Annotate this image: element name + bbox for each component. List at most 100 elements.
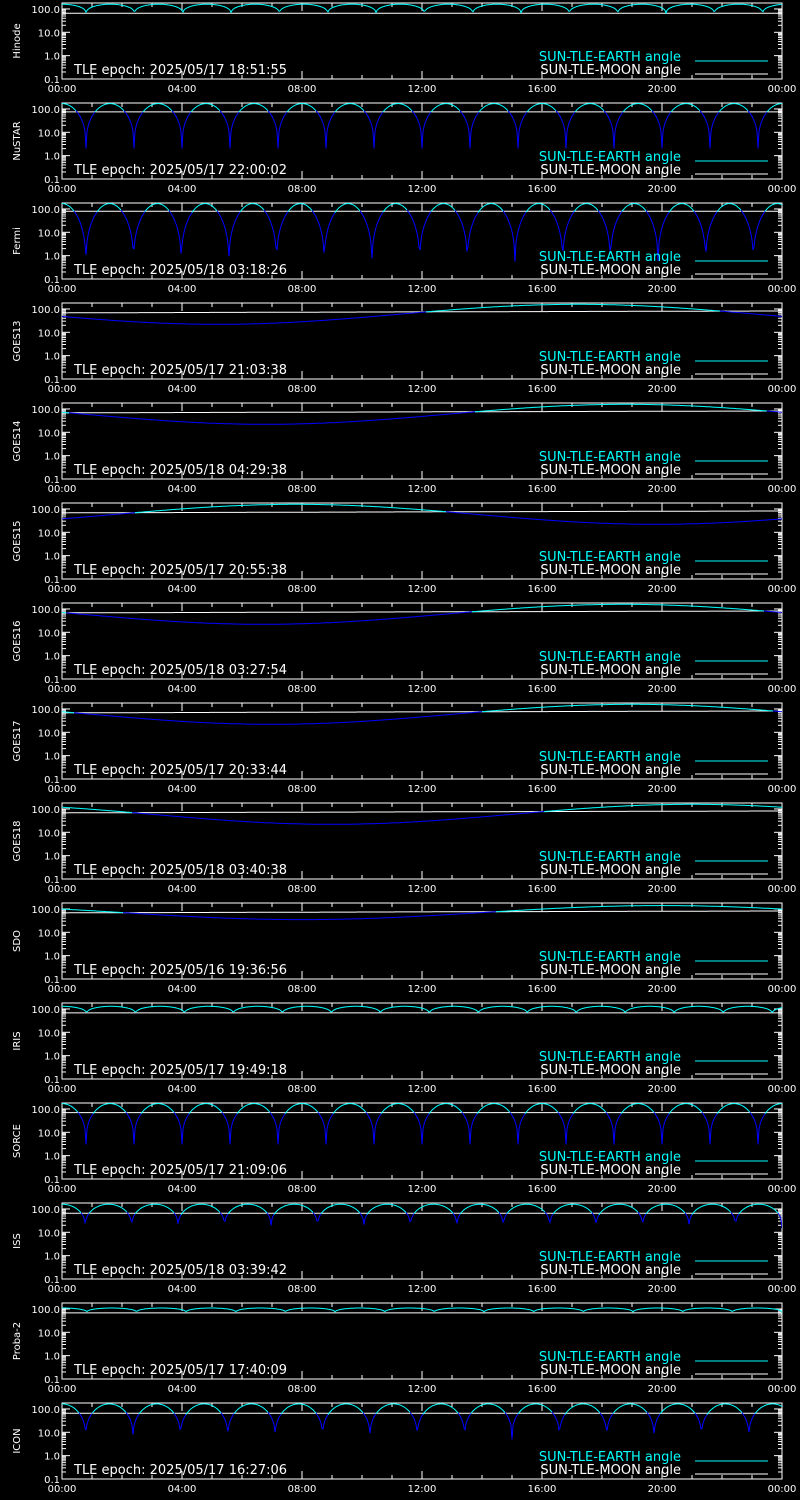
y-tick-label: 1.0 [44, 1152, 60, 1163]
series-sun-tle-earth-line [284, 1103, 319, 1115]
tle-epoch-label: TLE epoch: 2025/05/18 03:39:42 [73, 1263, 287, 1278]
x-tick-label: 08:00 [288, 584, 317, 595]
y-tick-label: 100.0 [31, 1105, 60, 1116]
series-sun-tle-earth-line [312, 1212, 322, 1222]
series-sun-tle-earth-line [327, 1403, 364, 1415]
series-sun-tle-earth-line [286, 103, 317, 113]
legend-earth-label: SUN-TLE-EARTH angle [539, 950, 681, 965]
series-sun-tle-earth-line [552, 1203, 593, 1215]
x-tick-label: 00:00 [768, 1484, 797, 1495]
series-sun-tle-earth-line [122, 911, 497, 921]
y-tick-label: 10.0 [38, 828, 60, 839]
legend-moon-label: SUN-TLE-MOON angle [540, 863, 681, 878]
series-sun-tle-moon-line [62, 410, 782, 414]
series-sun-tle-earth-line [549, 209, 575, 252]
series-sun-tle-earth-line [123, 110, 144, 149]
y-tick-label: 0.1 [44, 275, 60, 286]
panel-iris: 100.0 10.0 1.0 0.1 00:00 04:00 08:00 12:00 16:00… [0, 1000, 800, 1100]
x-tick-label: 04:00 [168, 884, 197, 895]
series-sun-tle-earth-line [525, 203, 551, 213]
x-tick-label: 04:00 [168, 184, 197, 195]
series-sun-tle-earth-line [557, 1112, 574, 1145]
panel-sdo: 100.0 10.0 1.0 0.1 00:00 04:00 08:00 12:00 16:00… [0, 900, 800, 1000]
series-sun-tle-earth-line [730, 1212, 740, 1222]
satellite-name: Fermi [12, 227, 23, 255]
y-tick-label: 100.0 [31, 1205, 60, 1216]
series-sun-tle-earth-line [62, 103, 77, 112]
x-tick-label: 12:00 [408, 984, 437, 995]
satellite-name: GOES15 [12, 520, 23, 561]
series-sun-tle-earth-line [599, 1412, 614, 1431]
series-sun-tle-earth-line [365, 1112, 382, 1145]
chart-goes14: 100.010.01.00.100:00 04:00 08:00 12:00 16:00… [12, 402, 796, 495]
y-tick-label: 100.0 [31, 405, 60, 416]
y-tick-label: 100.0 [31, 5, 60, 16]
x-tick-label: 08:00 [288, 1484, 317, 1495]
series-sun-tle-moon-line [62, 610, 782, 614]
legend-moon-label: SUN-TLE-MOON angle [540, 1363, 681, 1378]
x-tick-label: 04:00 [168, 484, 197, 495]
series-sun-tle-earth-line [65, 611, 473, 625]
series-sun-tle-earth-line [62, 311, 427, 325]
legend-earth-label: SUN-TLE-EARTH angle [539, 1050, 681, 1065]
series-sun-tle-earth-line [334, 203, 361, 213]
series-sun-tle-moon-line [62, 810, 782, 814]
satellite-name: GOES17 [12, 720, 23, 761]
x-tick-label: 20:00 [648, 984, 677, 995]
series-sun-tle-earth-line [62, 1103, 79, 1113]
y-tick-label: 0.1 [44, 1275, 60, 1286]
y-tick-label: 0.1 [44, 775, 60, 786]
x-tick-label: 00:00 [48, 384, 77, 395]
series-sun-tle-earth-line [670, 103, 701, 113]
y-tick-label: 0.1 [44, 975, 60, 986]
y-tick-label: 1.0 [44, 952, 60, 963]
satellite-name: ICON [12, 1428, 23, 1453]
legend-moon-label: SUN-TLE-MOON angle [540, 1263, 681, 1278]
x-tick-label: 12:00 [408, 1184, 437, 1195]
series-sun-tle-earth-line [477, 203, 504, 213]
x-tick-label: 04:00 [168, 1384, 197, 1395]
y-tick-label: 0.1 [44, 1175, 60, 1186]
x-tick-label: 12:00 [408, 384, 437, 395]
legend-moon-label: SUN-TLE-MOON angle [540, 1163, 681, 1178]
y-tick-label: 10.0 [38, 1128, 60, 1139]
x-tick-label: 04:00 [168, 784, 197, 795]
tle-epoch-label: TLE epoch: 2025/05/18 03:27:54 [73, 663, 287, 678]
series-sun-tle-earth-line [125, 1412, 140, 1435]
x-tick-label: 04:00 [168, 1184, 197, 1195]
x-tick-label: 04:00 [168, 1484, 197, 1495]
series-sun-tle-earth-line [498, 1212, 508, 1224]
series-sun-tle-earth-line [645, 1203, 686, 1215]
y-tick-label: 1.0 [44, 1052, 60, 1063]
legend-moon-label: SUN-TLE-MOON angle [540, 963, 681, 978]
series-sun-tle-earth-line [422, 1403, 459, 1415]
legend-earth-label: SUN-TLE-EARTH angle [539, 250, 681, 265]
chart-sorce: 100.010.01.00.100:00 04:00 08:00 12:00 16:00… [12, 1102, 796, 1195]
y-tick-label: 100.0 [31, 205, 60, 216]
y-tick-label: 1.0 [44, 452, 60, 463]
series-sun-tle-earth-line [131, 811, 544, 825]
panel-goes16: 100.0 10.0 1.0 0.1 00:00 04:00 08:00 12:00 16:00… [0, 600, 800, 700]
y-tick-label: 10.0 [38, 1328, 60, 1339]
series-sun-tle-earth-line [320, 1203, 361, 1215]
series-sun-tle-earth-line [526, 103, 557, 113]
series-sun-tle-earth-line [507, 110, 528, 149]
x-tick-label: 16:00 [528, 184, 557, 195]
series-sun-tle-earth-line [173, 1212, 182, 1224]
series-sun-tle-earth-line [720, 310, 782, 317]
legend-moon-label: SUN-TLE-MOON angle [540, 1463, 681, 1478]
series-sun-tle-earth-line [406, 209, 432, 251]
series-sun-tle-earth-line [684, 1212, 693, 1225]
satellite-name: NuSTAR [12, 121, 23, 160]
series-sun-tle-earth-line [62, 711, 75, 714]
tle-epoch-label: TLE epoch: 2025/05/17 21:09:06 [73, 1163, 287, 1178]
series-sun-tle-earth-line [287, 203, 313, 212]
series-sun-tle-earth-line [126, 1211, 136, 1224]
series-sun-tle-earth-line [315, 110, 336, 149]
x-tick-label: 16:00 [528, 584, 557, 595]
chart-sdo: 100.010.01.00.100:00 04:00 08:00 12:00 16:00… [12, 902, 797, 995]
x-tick-label: 00:00 [768, 984, 797, 995]
series-sun-tle-earth-line [68, 411, 476, 425]
series-sun-tle-earth-line [375, 1403, 411, 1415]
chart-iris: 100.010.01.00.100:00 04:00 08:00 12:00 16:00… [12, 1002, 796, 1095]
